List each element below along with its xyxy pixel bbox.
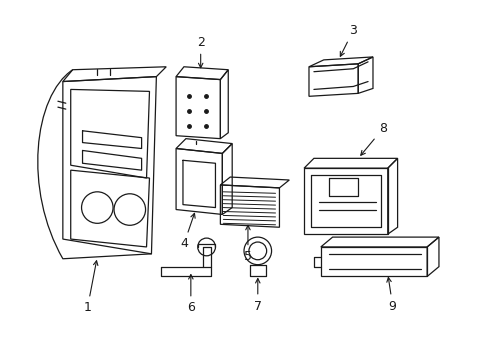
Text: 9: 9 — [386, 278, 396, 312]
Text: 3: 3 — [340, 24, 357, 56]
Text: 2: 2 — [196, 36, 204, 68]
Text: 5: 5 — [244, 225, 251, 263]
Text: 4: 4 — [180, 213, 195, 251]
Text: 6: 6 — [186, 275, 194, 315]
Text: 7: 7 — [253, 279, 261, 312]
Text: 8: 8 — [360, 122, 386, 155]
Text: 1: 1 — [83, 261, 98, 315]
